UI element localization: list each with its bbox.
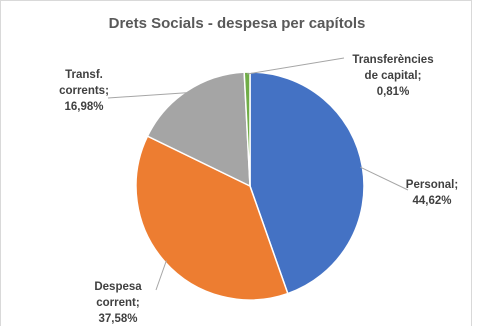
slice-label: Personal; 44,62% xyxy=(406,179,458,207)
slice-label: Transf. corrents; 16,98% xyxy=(59,69,109,113)
pie-slice xyxy=(249,71,365,295)
pie-slice xyxy=(135,135,289,301)
leader-line xyxy=(155,260,167,291)
leader-line xyxy=(107,92,189,99)
pie-slice xyxy=(243,71,251,187)
pie-slice xyxy=(146,71,251,188)
leader-line xyxy=(360,166,409,191)
slice-label: Transferències de capital; 0,81% xyxy=(352,54,433,98)
slice-label: Despesa corrent; 37,58% xyxy=(94,281,142,325)
chart-title: Drets Socials - despesa per capítols xyxy=(108,15,366,32)
leader-line xyxy=(247,57,345,75)
